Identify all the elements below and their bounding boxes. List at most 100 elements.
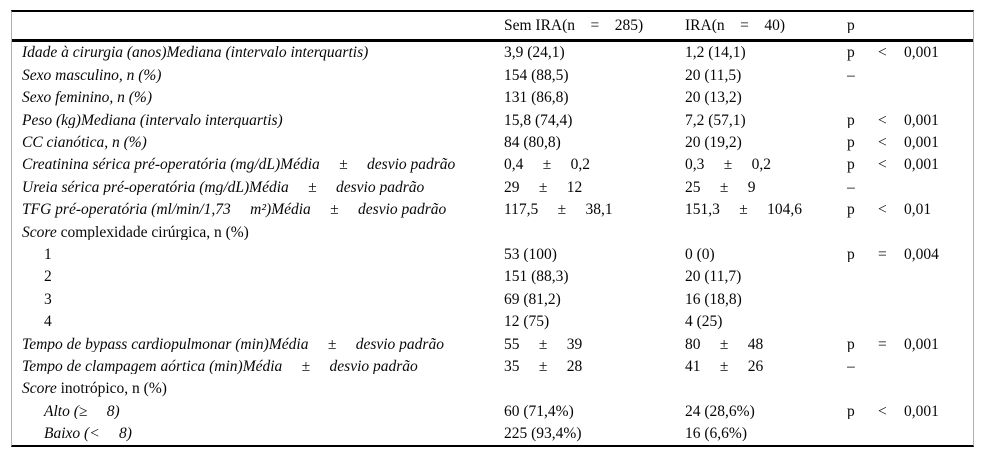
p-label: p xyxy=(847,135,855,151)
p-operator: < xyxy=(878,202,887,218)
cell-ira: 25 ± 9 xyxy=(685,179,756,196)
cell-ira: 41 ± 26 xyxy=(685,358,764,375)
p-value: 0,001 xyxy=(904,135,939,151)
cell-sem-ira: 225 (93,4%) xyxy=(504,426,582,442)
cell-ira: 16 (18,8) xyxy=(685,291,742,308)
table-header-row: Sem IRA(n = 285) IRA(n = 40) p xyxy=(12,12,973,42)
cell-sem-ira: 69 (81,2) xyxy=(504,291,561,308)
p-label: p xyxy=(847,157,855,173)
table-row: Sexo masculino, n (%) 154 (88,5) 20 (11,… xyxy=(12,64,973,86)
row-label: Idade à cirurgia (anos)Mediana (interval… xyxy=(22,45,369,61)
cell-ira: 80 ± 48 xyxy=(685,336,764,353)
row-label: 3 xyxy=(44,291,52,308)
row-label: Alto (≥ 8) xyxy=(44,403,120,420)
row-label: Sexo feminino, n (%) xyxy=(22,90,152,106)
row-label: 2 xyxy=(44,269,52,285)
row-label: TFG pré-operatória (ml/min/1,73 m²)Média… xyxy=(22,202,447,218)
cell-p: p <0,01 xyxy=(847,202,973,218)
table-row: Score complexidade cirúrgica, n (%) xyxy=(12,221,973,243)
table-row: 1 53 (100) 0 (0) p = 0,004 xyxy=(12,244,973,266)
row-label: Tempo de bypass cardiopulmonar (min)Médi… xyxy=(22,336,444,353)
row-label: Baixo (< 8) xyxy=(44,426,132,442)
table-row: Idade à cirurgia (anos)Mediana (interval… xyxy=(12,42,973,64)
cell-ira: 20 (11,7) xyxy=(685,269,742,285)
cell-sem-ira: 55 ± 39 xyxy=(504,336,583,353)
cell-ira: 151,3 ± 104,6 xyxy=(685,202,803,218)
cell-p: – xyxy=(847,68,973,84)
p-operator: < xyxy=(878,112,887,129)
row-label: Ureia sérica pré-operatória (mg/dL)Média… xyxy=(22,179,425,196)
p-label: p xyxy=(847,246,855,263)
p-operator xyxy=(878,68,904,84)
table-row: CC cianótica, n (%) 84 (80,8) 20 (19,2) … xyxy=(12,132,973,154)
p-label: p xyxy=(847,112,855,129)
cell-sem-ira: 60 (71,4%) xyxy=(504,403,574,420)
table-row: Tempo de clampagem aórtica (min)Média ± … xyxy=(12,355,973,377)
p-value: 0,01 xyxy=(904,202,932,218)
cell-ira: 0 (0) xyxy=(685,246,715,263)
cell-p: – xyxy=(847,180,973,196)
p-value: 0,001 xyxy=(904,157,939,173)
cell-ira: 16 (6,6%) xyxy=(685,426,747,442)
table-row: Tempo de bypass cardiopulmonar (min)Médi… xyxy=(12,333,973,355)
cell-p: – xyxy=(847,359,973,375)
p-operator: = xyxy=(878,336,887,353)
row-label: Score complexidade cirúrgica, n (%) xyxy=(22,224,249,241)
cell-sem-ira: 15,8 (74,4) xyxy=(504,112,573,129)
table-row: Peso (kg)Mediana (intervalo interquartis… xyxy=(12,109,973,131)
p-label: – xyxy=(847,67,855,84)
cell-sem-ira: 12 (75) xyxy=(504,314,550,330)
p-label: p xyxy=(847,403,855,420)
p-operator xyxy=(878,359,904,375)
cell-ira: 24 (28,6%) xyxy=(685,403,755,420)
cell-ira: 1,2 (14,1) xyxy=(685,45,746,61)
table-row: 4 12 (75) 4 (25) xyxy=(12,311,973,333)
cell-sem-ira: 29 ± 12 xyxy=(504,179,583,196)
row-label: Score inotrópico, n (%) xyxy=(22,381,167,397)
p-operator: < xyxy=(878,135,887,151)
cell-sem-ira: 35 ± 28 xyxy=(504,358,583,375)
table-row: Sexo feminino, n (%) 131 (86,8) 20 (13,2… xyxy=(12,87,973,109)
cell-ira: 20 (11,5) xyxy=(685,67,742,84)
row-label: Creatinina sérica pré-operatória (mg/dL)… xyxy=(22,157,456,173)
table-row: Ureia sérica pré-operatória (mg/dL)Média… xyxy=(12,176,973,198)
p-value: 0,001 xyxy=(904,336,939,353)
p-header-label: p xyxy=(847,17,855,34)
cell-ira: 7,2 (57,1) xyxy=(685,112,746,129)
p-value: 0,004 xyxy=(904,246,939,263)
cell-sem-ira: 151 (88,3) xyxy=(504,269,569,285)
column-header-p: p xyxy=(847,18,973,34)
p-operator: < xyxy=(878,403,887,420)
cell-p: p <0,001 xyxy=(847,113,973,129)
p-value: 0,001 xyxy=(904,403,939,420)
cell-ira: 4 (25) xyxy=(685,314,723,330)
cell-sem-ira: 3,9 (24,1) xyxy=(504,45,565,61)
table-row: 3 69 (81,2) 16 (18,8) xyxy=(12,288,973,310)
p-value: 0,001 xyxy=(904,112,939,129)
table-row: Score inotrópico, n (%) xyxy=(12,378,973,400)
cell-p: p <0,001 xyxy=(847,135,973,151)
cell-sem-ira: 131 (86,8) xyxy=(504,90,569,106)
cell-p: p <0,001 xyxy=(847,157,973,173)
column-header-sem-ira: Sem IRA(n = 285) xyxy=(504,17,644,34)
cell-ira: 20 (13,2) xyxy=(685,90,742,106)
row-label: Peso (kg)Mediana (intervalo interquartis… xyxy=(22,112,283,129)
cell-ira: 20 (19,2) xyxy=(685,135,742,151)
cell-sem-ira: 154 (88,5) xyxy=(504,67,569,84)
cell-p: p = 0,001 xyxy=(847,337,973,353)
row-label: 4 xyxy=(44,314,52,330)
p-label: – xyxy=(847,179,855,196)
row-label: CC cianótica, n (%) xyxy=(22,135,147,151)
column-header-ira: IRA(n = 40) xyxy=(685,17,786,34)
p-operator: < xyxy=(878,45,887,61)
p-label: p xyxy=(847,45,855,61)
cell-p: p <0,001 xyxy=(847,404,973,420)
table-row: TFG pré-operatória (ml/min/1,73 m²)Média… xyxy=(12,199,973,221)
cell-sem-ira: 117,5 ± 38,1 xyxy=(504,202,613,218)
cell-ira: 0,3 ± 0,2 xyxy=(685,157,772,173)
cell-p: p = 0,004 xyxy=(847,247,973,263)
p-operator xyxy=(878,180,904,196)
table-row: Baixo (< 8) 225 (93,4%) 16 (6,6%) xyxy=(12,423,973,445)
row-label: Sexo masculino, n (%) xyxy=(22,67,162,84)
p-value: 0,001 xyxy=(904,45,939,61)
